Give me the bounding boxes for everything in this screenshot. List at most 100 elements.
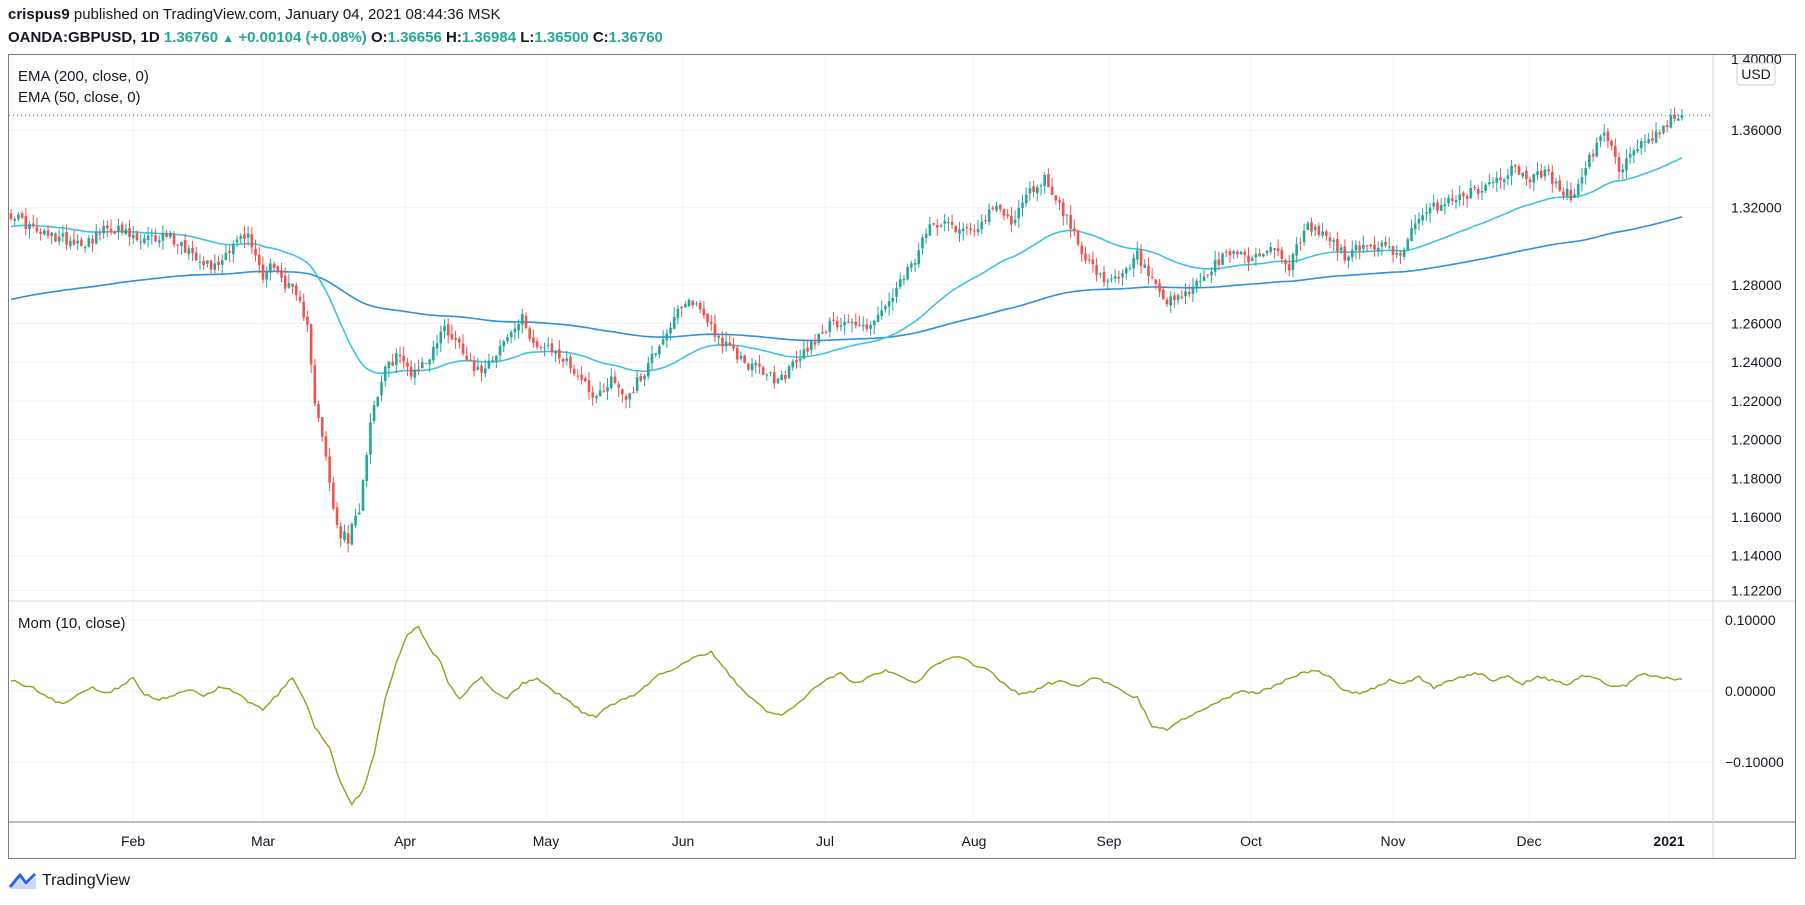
candle: [1632, 147, 1636, 164]
candle-body: [1413, 223, 1417, 229]
candle-body: [1117, 276, 1121, 279]
candle: [572, 364, 576, 377]
candle-body: [324, 436, 328, 457]
candle: [435, 334, 439, 356]
candle-body: [635, 376, 639, 392]
candle-body: [1495, 177, 1499, 183]
candle: [1425, 203, 1428, 222]
candle: [276, 265, 280, 275]
candle: [57, 229, 61, 246]
candle: [61, 225, 65, 243]
candle: [943, 213, 946, 232]
candle: [383, 364, 387, 387]
candle-body: [583, 378, 587, 382]
close-value: 1.36760: [608, 29, 663, 46]
candle-body: [439, 331, 443, 344]
candle: [1258, 248, 1261, 257]
candle-body: [1606, 131, 1610, 142]
candle-body: [961, 228, 965, 232]
candle-body: [843, 321, 846, 326]
candle: [1113, 269, 1117, 283]
candle: [1573, 188, 1576, 198]
brand-name[interactable]: TradingView: [42, 872, 131, 889]
candle-body: [1150, 276, 1154, 278]
candle: [498, 339, 502, 361]
candle-body: [150, 234, 154, 236]
candle-body: [317, 404, 320, 418]
candle: [509, 329, 513, 344]
candle: [980, 214, 984, 235]
ema50-legend[interactable]: EMA (50, close, 0): [18, 89, 141, 106]
candle: [72, 230, 76, 246]
candle-body: [1532, 173, 1536, 183]
candle: [1058, 196, 1061, 211]
candle-body: [1017, 207, 1021, 219]
candle-body: [906, 267, 909, 280]
candle-body: [791, 361, 795, 368]
candle-body: [1136, 250, 1139, 260]
candle-body: [1224, 251, 1228, 253]
open-value: 1.36656: [387, 29, 442, 46]
low-value: 1.36500: [534, 29, 589, 46]
candle-body: [72, 239, 76, 245]
candle: [624, 393, 628, 409]
candle: [495, 355, 498, 369]
candle: [1502, 177, 1506, 190]
ema200-legend[interactable]: EMA (200, close, 0): [18, 68, 149, 85]
candle: [832, 311, 835, 326]
candle: [24, 208, 28, 236]
author-name[interactable]: crispus9: [8, 6, 70, 23]
candle: [961, 222, 965, 241]
candle-body: [1558, 180, 1562, 191]
candle-body: [1024, 194, 1028, 204]
candle: [1450, 189, 1454, 206]
price-tick-label: 1.14000: [1731, 548, 1782, 564]
candle-body: [398, 354, 402, 357]
candle: [569, 353, 572, 374]
momentum-axis[interactable]: 0.10000 0.00000 −0.10000: [1725, 612, 1784, 770]
candle: [487, 353, 491, 370]
candle-body: [395, 353, 398, 365]
candle: [1154, 279, 1158, 290]
candle: [46, 225, 50, 240]
candle-body: [128, 227, 131, 237]
candle-body: [735, 347, 739, 360]
candle-body: [435, 343, 439, 349]
candle-body: [754, 362, 758, 366]
candle: [1028, 181, 1032, 201]
candle: [150, 228, 154, 245]
candle-body: [932, 223, 935, 225]
candle: [1395, 245, 1399, 259]
candle: [1495, 171, 1499, 192]
candle-body: [383, 366, 387, 381]
candle-body: [83, 246, 87, 248]
candle-body: [802, 349, 806, 359]
price-axis[interactable]: 1.400001.360001.320001.280001.260001.240…: [1731, 51, 1782, 599]
momentum-legend[interactable]: Mom (10, close): [18, 615, 126, 632]
candle: [865, 318, 869, 332]
candle: [180, 241, 183, 255]
candle: [354, 508, 357, 529]
up-triangle-icon: ▲: [222, 31, 235, 45]
candle: [1047, 168, 1050, 188]
candle: [724, 331, 728, 352]
candle: [976, 219, 980, 237]
candle-body: [687, 299, 691, 307]
candle: [1336, 231, 1339, 261]
candle: [28, 220, 31, 239]
candle: [1262, 253, 1265, 258]
candle: [1076, 229, 1080, 247]
candle-body: [1676, 118, 1680, 121]
candle-body: [254, 248, 257, 256]
candle: [1606, 127, 1610, 149]
candle-body: [613, 376, 617, 384]
candle-body: [113, 231, 117, 234]
currency-badge[interactable]: USD: [1736, 62, 1776, 86]
candle: [947, 216, 950, 232]
candle: [1595, 136, 1599, 158]
candle-body: [28, 223, 31, 230]
time-axis[interactable]: Feb Mar Apr May Jun Jul Aug Sep Oct Nov Dec 2021: [121, 833, 1685, 849]
candle: [491, 355, 494, 363]
candle: [1213, 250, 1217, 277]
